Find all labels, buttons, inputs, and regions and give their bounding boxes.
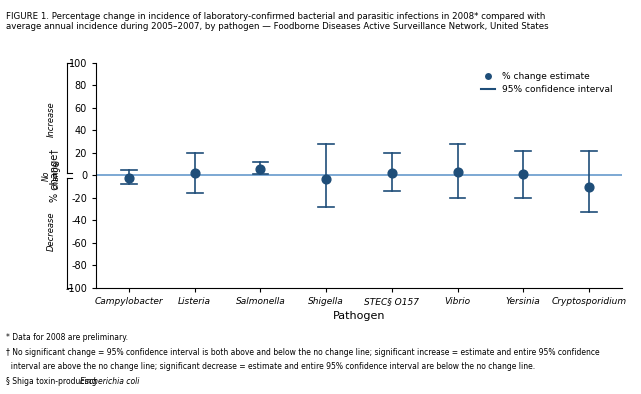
Legend: % change estimate, 95% confidence interval: % change estimate, 95% confidence interv… [477, 67, 617, 98]
Point [584, 183, 594, 190]
Text: † No significant change = 95% confidence interval is both above and below the no: † No significant change = 95% confidence… [6, 348, 600, 357]
Text: Decrease: Decrease [47, 212, 56, 251]
Text: * Data for 2008 are preliminary.: * Data for 2008 are preliminary. [6, 333, 128, 342]
Text: Increase: Increase [47, 101, 56, 137]
Text: § Shiga toxin-producing: § Shiga toxin-producing [6, 377, 99, 386]
Point [124, 175, 134, 181]
Point [387, 170, 397, 176]
Text: Escherichia coli: Escherichia coli [80, 377, 140, 386]
Y-axis label: % change†: % change† [50, 149, 60, 202]
Point [255, 165, 265, 172]
Text: .: . [126, 377, 129, 386]
X-axis label: Pathogen: Pathogen [333, 311, 385, 321]
Text: FIGURE 1. Percentage change in incidence of laboratory-confirmed bacterial and p: FIGURE 1. Percentage change in incidence… [6, 12, 549, 31]
Point [518, 171, 528, 177]
Point [453, 169, 463, 175]
Point [190, 170, 200, 176]
Point [321, 176, 331, 182]
Text: interval are above the no change line; significant decrease = estimate and entir: interval are above the no change line; s… [6, 362, 535, 371]
Text: No
change: No change [42, 161, 61, 190]
